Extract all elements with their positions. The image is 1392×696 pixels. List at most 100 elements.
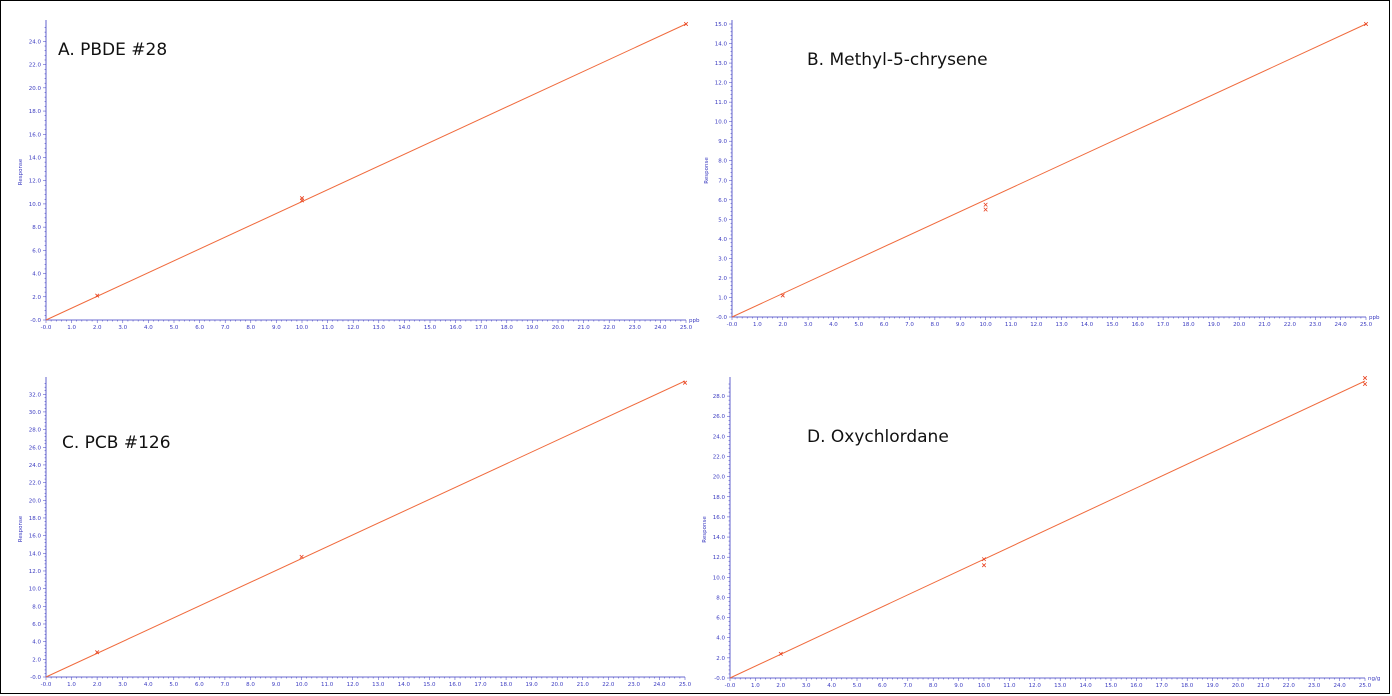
chart-b-x-tick-label: 17.0	[1157, 322, 1170, 328]
chart-b-fit-line	[731, 23, 1367, 318]
chart-c-y-tick-label: 28.0	[29, 428, 42, 434]
chart-b-x-tick-label: 11.0	[1005, 322, 1018, 328]
chart-a-x-tick-label: 13.0	[373, 325, 386, 331]
chart-d-title: D. Oxychlordane	[807, 427, 949, 447]
chart-c-y-tick-label: -0.0	[30, 675, 41, 681]
chart-d-x-tick-label: -0.0	[725, 683, 736, 689]
chart-d-x-tick-label: 22.0	[1283, 683, 1296, 689]
chart-c-y-tick-label: 18.0	[29, 516, 42, 522]
chart-a-x-tick-label: -0.0	[41, 325, 52, 331]
chart-a-x-tick-label: 6.0	[195, 325, 204, 331]
chart-d-data-point	[778, 651, 783, 656]
chart-d-x-tick-label: 23.0	[1308, 683, 1321, 689]
chart-d-x-tick-label: 24.0	[1333, 683, 1346, 689]
chart-d-y-tick-label: 4.0	[716, 636, 725, 642]
chart-c-x-tick-label: 3.0	[118, 682, 127, 688]
chart-c-y-tick-label: 30.0	[29, 410, 42, 416]
chart-a-x-tick-label: 3.0	[118, 325, 127, 331]
chart-d-y-tick-label: 18.0	[713, 495, 726, 501]
chart-b-x-tick-label: 4.0	[829, 322, 838, 328]
chart-a-x-tick-label: 17.0	[475, 325, 488, 331]
chart-d-x-tick-label: 5.0	[853, 683, 862, 689]
chart-b-y-tick-label: 7.0	[718, 178, 727, 184]
chart-a-x-tick-label: 15.0	[424, 325, 437, 331]
chart-d-fit-line	[729, 380, 1366, 679]
chart-b-y-tick-label: 8.0	[718, 159, 727, 165]
chart-b-x-tick-label: 21.0	[1258, 322, 1271, 328]
chart-c-x-tick-label: 5.0	[169, 682, 178, 688]
chart-d-x-tick-label: 14.0	[1079, 683, 1092, 689]
chart-b-x-tick-label: 8.0	[931, 322, 940, 328]
chart-b-x-tick-label: 25.0	[1360, 322, 1373, 328]
chart-c-y-tick-label: 20.0	[29, 498, 42, 504]
chart-a-y-tick-label: 22.0	[29, 63, 42, 69]
chart-b-x-tick-label: 13.0	[1056, 322, 1069, 328]
chart-panel-a: -0.0 1.0 2.0 3.0 4.0 5.0 6.0 7.0 8.0 9.0 10.0 11.0 1…	[0, 0, 700, 340]
chart-b-y-axis-label: Response	[704, 157, 710, 184]
chart-b-x-tick-label: 16.0	[1132, 322, 1145, 328]
chart-d-x-tick-label: 17.0	[1156, 683, 1169, 689]
chart-c-x-tick-label: 12.0	[347, 682, 360, 688]
chart-c-x-tick-label: 16.0	[449, 682, 462, 688]
chart-c-x-tick-label: 14.0	[398, 682, 411, 688]
chart-d-x-tick-label: 8.0	[929, 683, 938, 689]
chart-a-x-tick-label: 5.0	[170, 325, 179, 331]
chart-a-x-tick-label: 19.0	[526, 325, 539, 331]
chart-c-x-tick-label: 18.0	[500, 682, 513, 688]
chart-a-x-tick-label: 20.0	[552, 325, 565, 331]
chart-a-data-point	[299, 196, 305, 201]
chart-c-y-tick-label: 16.0	[29, 534, 42, 540]
chart-c-y-tick-label: 12.0	[29, 569, 42, 575]
chart-d-data-point	[981, 563, 987, 568]
chart-a-y-tick-label: 14.0	[29, 155, 42, 161]
chart-b-y-tick-label: 11.0	[715, 100, 728, 106]
chart-b-y-tick-label: 5.0	[718, 217, 727, 223]
chart-b-y-tick-label: 3.0	[718, 256, 727, 262]
chart-c-y-tick-label: 4.0	[32, 640, 41, 646]
chart-a-svg: -0.0 1.0 2.0 3.0 4.0 5.0 6.0 7.0 8.0 9.0 10.0 11.0 1…	[18, 20, 700, 331]
chart-a-x-tick-label: 18.0	[501, 325, 514, 331]
chart-b-x-tick-label: 23.0	[1309, 322, 1322, 328]
chart-a-y-tick-label: 10.0	[29, 202, 42, 208]
chart-b-x-tick-label: 9.0	[956, 322, 965, 328]
chart-a-y-tick-label: 12.0	[29, 179, 42, 185]
chart-b-y-tick-label: 15.0	[715, 22, 728, 28]
chart-b-x-tick-label: 10.0	[979, 322, 992, 328]
chart-c-x-tick-label: 4.0	[144, 682, 153, 688]
chart-b-x-tick-label: 19.0	[1208, 322, 1221, 328]
chart-c-fit-line	[45, 380, 686, 678]
chart-b-title: B. Methyl-5-chrysene	[807, 50, 988, 70]
chart-c-y-tick-label: 6.0	[32, 622, 41, 628]
chart-c-x-tick-label: 7.0	[221, 682, 230, 688]
chart-a-x-tick-label: 1.0	[67, 325, 76, 331]
chart-d-y-tick-label: 20.0	[713, 475, 726, 481]
chart-c-y-tick-label: 14.0	[29, 551, 42, 557]
chart-b-y-tick-label: 12.0	[715, 81, 728, 87]
chart-d-y-tick-label: -0.0	[714, 676, 725, 682]
chart-d-y-tick-label: 8.0	[716, 595, 725, 601]
chart-c-x-tick-label: 6.0	[195, 682, 204, 688]
chart-b-x-tick-label: 5.0	[854, 322, 863, 328]
chart-a-x-tick-label: 24.0	[654, 325, 667, 331]
chart-a-x-tick-label: 23.0	[629, 325, 642, 331]
chart-b-x-tick-label: 6.0	[880, 322, 889, 328]
chart-d-svg: -0.0 1.0 2.0 3.0 4.0 5.0 6.0 7.0 8.0 9.0 10.0 11.0 1…	[702, 375, 1380, 689]
chart-b-x-tick-label: 7.0	[905, 322, 914, 328]
chart-b-x-tick-label: 2.0	[778, 322, 787, 328]
chart-d-x-tick-label: 18.0	[1181, 683, 1194, 689]
chart-b-x-tick-label: 22.0	[1284, 322, 1297, 328]
chart-d-x-tick-label: 4.0	[827, 683, 836, 689]
chart-c-data-point	[682, 380, 688, 385]
chart-panel-c: -0.0 1.0 2.0 3.0 4.0 5.0 6.0 7.0 8.0 9.0 10.0 11.0 1…	[0, 345, 700, 695]
chart-d-data-point	[981, 557, 987, 562]
chart-a-fit-line	[45, 23, 687, 321]
chart-d-y-tick-label: 12.0	[713, 555, 726, 561]
chart-a-y-tick-label: 16.0	[29, 132, 42, 138]
chart-c-x-tick-label: 21.0	[577, 682, 590, 688]
chart-c-title: C. PCB #126	[62, 433, 171, 453]
chart-b-x-tick-label: 15.0	[1106, 322, 1119, 328]
chart-d-x-tick-label: 3.0	[802, 683, 811, 689]
chart-a-x-tick-label: 11.0	[321, 325, 334, 331]
chart-c-y-tick-label: 10.0	[29, 587, 42, 593]
